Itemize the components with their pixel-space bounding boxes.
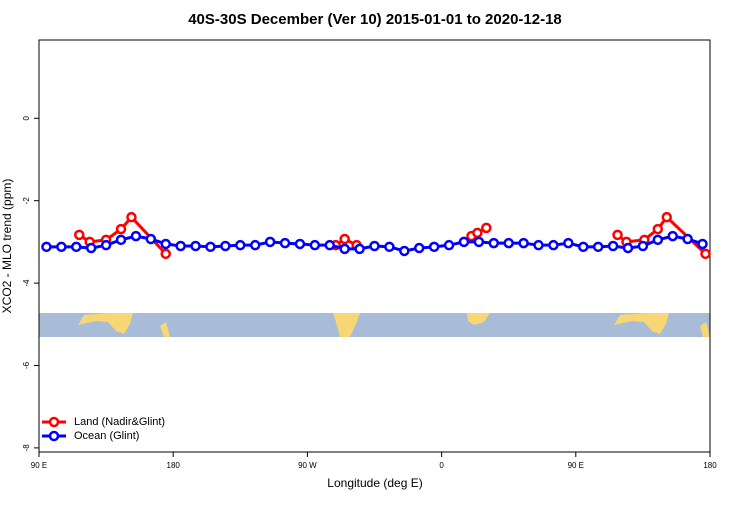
point [85, 242, 97, 254]
point [354, 243, 365, 255]
point [130, 230, 142, 242]
point [160, 248, 171, 260]
point [443, 239, 455, 251]
point [309, 239, 321, 251]
point [175, 240, 186, 252]
chart-title: 40S-30S December (Ver 10) 2015-01-01 to … [188, 11, 562, 28]
y-tick-label: -2 [22, 197, 31, 205]
point [294, 238, 306, 250]
legend-marker [48, 430, 60, 442]
point [607, 240, 619, 252]
y-axis-label: XCO2 - MLO trend (ppm) [0, 179, 14, 314]
x-tick-label: 180 [167, 461, 181, 470]
point [652, 223, 664, 235]
y-tick-label: -8 [22, 444, 31, 452]
point [503, 237, 514, 249]
point [612, 229, 623, 241]
point [115, 223, 127, 235]
point [667, 230, 678, 242]
y-tick-label: -4 [22, 279, 31, 287]
y-tick-label: -6 [22, 361, 31, 369]
legend-marker [48, 416, 60, 428]
x-tick-label: 90 W [298, 461, 317, 470]
point [384, 241, 395, 253]
x-tick-label: 90 E [31, 461, 47, 470]
point [533, 239, 544, 251]
point [413, 242, 425, 254]
point [235, 239, 246, 251]
point [115, 234, 127, 246]
point [220, 240, 231, 252]
point [578, 241, 589, 253]
point [563, 237, 574, 249]
point [637, 240, 649, 252]
point [369, 240, 380, 252]
point [249, 239, 261, 251]
point [548, 239, 559, 251]
plot-frame [38, 39, 711, 453]
point [488, 237, 500, 249]
point [622, 242, 634, 254]
point [652, 234, 664, 246]
point [339, 233, 350, 245]
point [190, 240, 201, 252]
x-tick-label: 90 E [568, 461, 584, 470]
y-tick-label: 0 [22, 116, 31, 121]
point [472, 227, 483, 239]
x-axis-label: Longitude (deg E) [327, 476, 422, 490]
point [264, 236, 276, 248]
point [481, 222, 492, 234]
point [145, 233, 157, 245]
point [41, 241, 52, 253]
point [428, 241, 440, 253]
point [100, 239, 112, 251]
point [56, 241, 67, 253]
point [324, 239, 336, 251]
point [700, 248, 711, 260]
point [697, 238, 708, 250]
point [661, 211, 673, 223]
point [126, 211, 137, 223]
x-tick-label: 180 [703, 461, 717, 470]
legend-label: Ocean (Glint) [74, 430, 139, 442]
point [518, 237, 529, 249]
point [160, 238, 171, 250]
point [458, 236, 470, 248]
point [399, 245, 410, 257]
point [682, 233, 693, 245]
x-tick-label: 0 [439, 461, 444, 470]
point [339, 243, 350, 255]
point [74, 229, 85, 241]
legend-label: Land (Nadir&Glint) [74, 416, 165, 428]
point [205, 241, 216, 253]
point [592, 241, 604, 253]
map-strip [39, 313, 710, 337]
point [279, 237, 291, 249]
point [71, 241, 82, 253]
point [473, 236, 485, 248]
